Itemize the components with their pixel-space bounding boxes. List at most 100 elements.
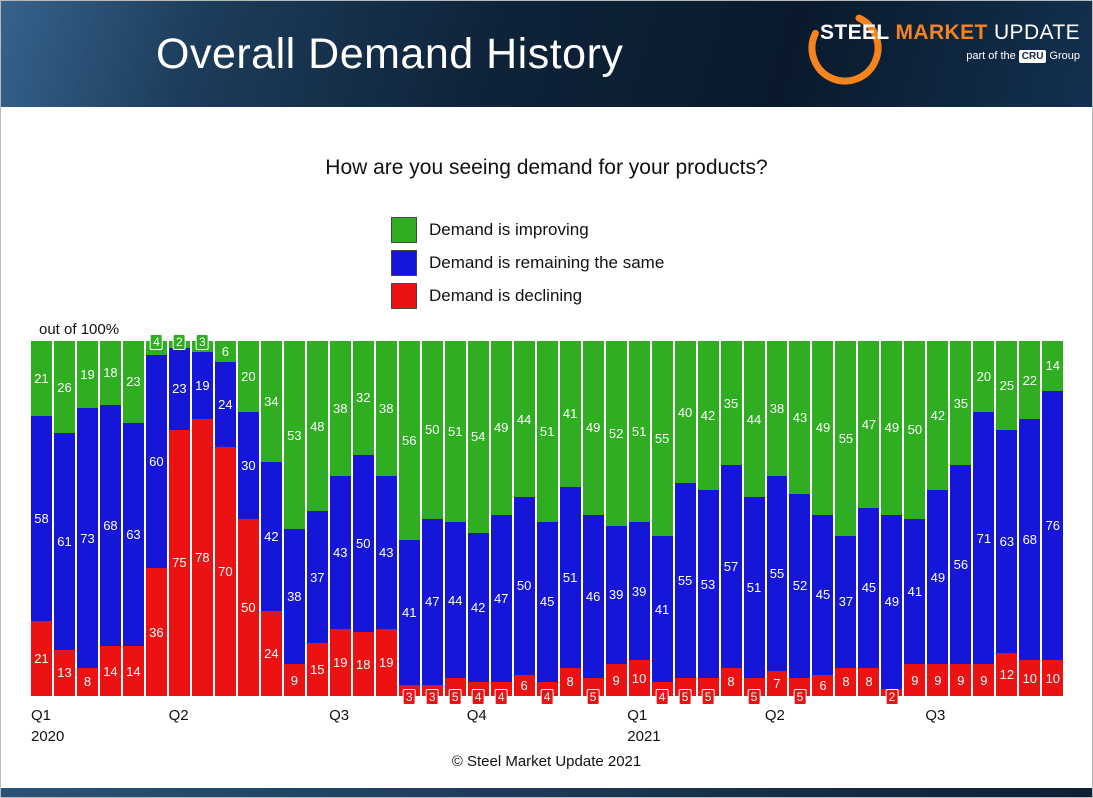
- segment-value: 4: [655, 688, 669, 705]
- segment-value: 9: [911, 672, 919, 688]
- segment-value: 53: [287, 427, 302, 443]
- segment-value: 20: [241, 369, 256, 384]
- stacked-bar-chart: 21 58 21 26 61 13 19 73 8 18 68 14 23 63 14 4 60 36 2 23 75 3…: [31, 334, 1064, 705]
- segment-same: 60: [145, 355, 167, 569]
- stacked-bar-43: 25 63 12: [996, 341, 1018, 696]
- segment-improving: 40: [674, 341, 696, 483]
- segment-value: 37: [310, 569, 325, 585]
- legend-swatch-improving: [391, 217, 417, 243]
- segment-improving: 41: [559, 341, 581, 487]
- segment-declining: 4: [536, 681, 558, 705]
- segment-improving: 52: [605, 341, 627, 526]
- segment-same: 44: [444, 522, 466, 679]
- segment-declining: 8: [858, 667, 880, 696]
- segment-same: 50: [513, 497, 535, 675]
- x-tick-label: 2020: [31, 728, 65, 745]
- segment-value: 57: [723, 558, 739, 574]
- segment-same: 24: [214, 362, 236, 448]
- segment-value: 60: [149, 454, 164, 470]
- stacked-bar-15: 32 50 18: [352, 341, 374, 696]
- segment-value: 78: [195, 550, 210, 566]
- segment-same: 41: [398, 539, 420, 686]
- segment-value: 73: [80, 530, 95, 546]
- segment-value: 68: [1022, 532, 1038, 548]
- segment-declining: 78: [191, 419, 213, 696]
- segment-improving: 20: [973, 341, 995, 412]
- segment-same: 76: [1042, 390, 1064, 661]
- segment-value: 42: [930, 408, 946, 424]
- segment-declining: 8: [720, 667, 742, 696]
- segment-value: 49: [493, 420, 509, 436]
- segment-value: 8: [83, 674, 92, 690]
- segment-value: 19: [333, 654, 348, 670]
- segment-value: 76: [1045, 518, 1061, 534]
- segment-declining: 5: [743, 678, 765, 705]
- segment-improving: 42: [697, 341, 719, 491]
- segment-declining: 3: [398, 685, 420, 705]
- segment-same: 51: [743, 497, 765, 679]
- x-tick-label: 2021: [627, 728, 661, 745]
- segment-value: 19: [195, 377, 210, 393]
- segment-value: 58: [34, 510, 49, 526]
- segment-same: 63: [996, 429, 1018, 654]
- segment-value: 51: [631, 424, 647, 440]
- segment-value: 54: [470, 429, 486, 445]
- segment-value: 25: [999, 377, 1015, 393]
- segment-value: 45: [539, 594, 555, 610]
- segment-value: 5: [701, 688, 715, 705]
- segment-value: 49: [585, 420, 601, 436]
- stacked-bar-37: 47 45 8: [858, 341, 880, 696]
- segment-value: 4: [150, 334, 163, 350]
- smu-logo: STEEL MARKET UPDATE part of the CRU Group: [808, 11, 1080, 85]
- segment-same: 42: [260, 461, 282, 611]
- stacked-bar-6: 4 60 36: [145, 334, 167, 696]
- stacked-bar-14: 38 43 19: [329, 341, 351, 696]
- segment-improving: 43: [789, 341, 811, 494]
- segment-value: 42: [264, 528, 279, 544]
- segment-value: 19: [379, 654, 394, 670]
- segment-value: 45: [815, 587, 831, 603]
- segment-improving: 38: [329, 341, 351, 476]
- segment-declining: 70: [214, 447, 236, 696]
- segment-value: 22: [1022, 372, 1038, 388]
- segment-same: 39: [628, 522, 650, 661]
- tagline-suffix: Group: [1049, 50, 1080, 62]
- stacked-bar-36: 55 37 8: [835, 341, 857, 696]
- x-tick-label: Q3: [925, 707, 946, 724]
- segment-value: 44: [516, 411, 532, 427]
- segment-value: 55: [654, 431, 670, 447]
- stacked-bar-44: 22 68 10: [1019, 341, 1041, 696]
- stacked-bar-13: 48 37 15: [306, 341, 328, 696]
- segment-declining: 6: [812, 674, 834, 696]
- segment-value: 32: [356, 390, 371, 406]
- stacked-bar-28: 55 41 4: [651, 341, 673, 705]
- segment-improving: 50: [421, 341, 443, 519]
- segment-value: 37: [838, 594, 854, 610]
- segment-same: 71: [973, 412, 995, 665]
- segment-value: 7: [773, 676, 781, 692]
- segment-declining: 19: [329, 628, 351, 696]
- segment-value: 3: [402, 688, 416, 705]
- segment-improving: 49: [812, 341, 834, 515]
- segment-value: 42: [700, 408, 716, 424]
- header-banner: Overall Demand History STEEL MARKET UPDA…: [1, 1, 1092, 107]
- segment-value: 14: [103, 663, 118, 679]
- segment-improving: 44: [513, 341, 535, 498]
- segment-declining: 9: [283, 664, 305, 696]
- stacked-bar-45: 14 76 10: [1042, 341, 1064, 696]
- segment-improving: 42: [927, 341, 949, 491]
- segment-value: 47: [493, 590, 509, 606]
- segment-value: 40: [677, 404, 693, 420]
- segment-value: 41: [654, 601, 670, 617]
- segment-value: 36: [149, 624, 164, 640]
- segment-improving: 56: [398, 341, 420, 540]
- segment-value: 21: [34, 370, 49, 386]
- segment-declining: 4: [490, 681, 512, 705]
- segment-value: 9: [290, 672, 298, 688]
- segment-improving: 48: [306, 341, 328, 512]
- segment-value: 50: [424, 422, 440, 438]
- segment-value: 51: [447, 424, 463, 440]
- segment-same: 50: [352, 454, 374, 633]
- stacked-bar-17: 56 41 3: [398, 341, 420, 705]
- segment-value: 24: [264, 645, 279, 661]
